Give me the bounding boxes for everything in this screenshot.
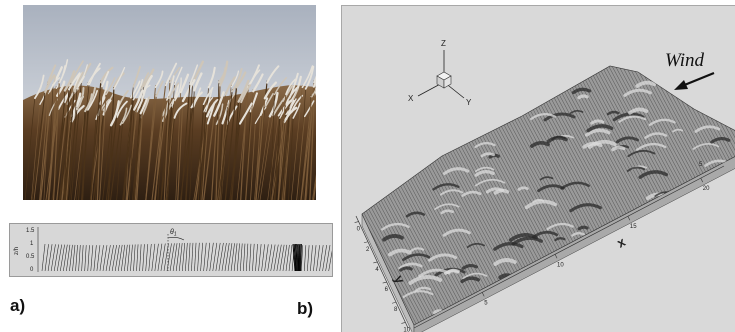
plant-line [237,243,239,271]
canopy-3d-view: Z X Y Wind 5 10 15 20 0 2 4 6 8 10 [341,5,735,332]
wind-arrow-icon [674,73,714,90]
triad-y-label: Y [466,98,472,107]
plot1d-ytick-1: 1 [30,241,34,247]
y-tick-mark [364,242,368,243]
surface-streak [579,96,587,98]
x-tick-label: 15 [630,224,637,230]
plot1d-angle-arc [168,237,184,240]
plant-line [42,244,45,271]
plant-line [313,245,316,271]
plant-line [243,244,245,271]
plant-line [207,243,210,271]
plant-line [234,243,237,271]
plant-line [320,245,324,271]
plot1d-plant-lines [42,243,332,271]
plant-line [124,245,127,271]
plant-line [256,244,258,271]
plant-line [158,244,162,271]
plant-line [88,245,90,271]
plant-line [149,244,152,271]
y-tick-label: 2 [366,247,370,253]
plant-line [130,245,132,271]
plant-line [76,245,78,271]
panel-label-b: b) [297,299,313,319]
y-tick-label: 0 [357,227,361,233]
plant-line [246,244,248,271]
plant-line [152,244,155,271]
y-tick-mark [401,322,405,323]
plant-line [85,245,87,271]
plot1d-ytick-1-5: 1.5 [26,228,35,234]
plant-line [185,243,187,271]
canopy-profile-svg: z/h 1.5 1 0.5 0 θ1 [10,224,332,276]
plant-line [188,243,190,271]
plant-line [252,244,254,271]
plant-line [259,244,262,271]
plant-line [249,244,251,271]
crop-canopy-photo [23,5,316,200]
plant-line [134,245,136,271]
plant-line [103,245,107,271]
plant-line [289,245,292,271]
y-tick-label: 4 [375,267,379,273]
plant-line [182,243,184,271]
canopy-3d-svg: Z X Y Wind 5 10 15 20 0 2 4 6 8 10 [342,6,735,332]
plant-line [79,245,81,271]
plant-line [73,245,75,271]
plant-line [155,244,159,271]
plant-line [97,245,100,271]
plant-line [240,243,242,271]
x-axis-label: x [614,234,628,251]
plant-line [127,245,129,271]
wind-label: Wind [665,50,705,71]
axis-triad: Z X Y [408,39,472,107]
plant-line [137,244,139,271]
panel-label-a: a) [10,296,25,316]
plant-line [201,243,203,271]
y-tick-mark [383,282,387,283]
y-tick-label: 8 [394,307,398,313]
plant-line [143,244,145,271]
plant-line [317,245,320,271]
plant-line [310,245,312,271]
plant-line [48,244,52,271]
plant-line [94,245,97,271]
plant-line [100,245,104,271]
plant-line [179,243,182,271]
plant-line [82,245,84,271]
plant-line [262,244,265,271]
plant-line [45,244,49,271]
plant-line [204,243,207,271]
y-tick-label: 6 [385,287,389,293]
y-tick-label: 10 [403,327,410,332]
canopy-profile-plot: z/h 1.5 1 0.5 0 θ1 [9,223,333,277]
plant-line [146,244,148,271]
plant-line [265,244,269,271]
plant-line [198,243,200,271]
x-tick-label: 5 [484,300,488,306]
y-tick-mark [373,262,377,263]
plant-line [304,245,306,271]
plant-line [191,243,193,271]
plant-line [213,243,217,271]
triad-z-label: Z [441,39,446,48]
crop-canopy-image [23,5,316,200]
plant-line [307,245,309,271]
plant-line [140,244,142,271]
plant-line [69,245,72,271]
plot1d-ytick-0-5: 0.5 [26,254,35,260]
triad-x-label: X [408,94,414,103]
y-tick-mark [355,222,359,223]
x-tick-label: 20 [703,186,710,192]
plant-line [91,245,93,271]
plant-line [210,243,214,271]
surface-streak [579,227,587,229]
plot1d-angle-label: θ1 [170,229,177,238]
x-tick-label: 10 [557,262,564,268]
plot1d-ytick-0: 0 [30,267,34,273]
plant-line [195,243,197,271]
y-tick-mark [392,302,396,303]
plot1d-ylabel: z/h [14,247,20,255]
